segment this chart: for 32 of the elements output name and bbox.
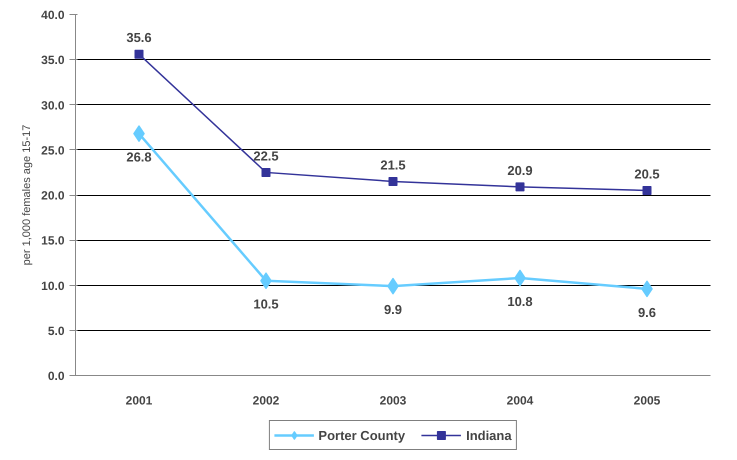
data-label: 20.5 bbox=[634, 166, 660, 182]
legend-label: Porter County bbox=[318, 428, 406, 442]
y-axis-title: per 1,000 females age 15-17 bbox=[21, 124, 34, 266]
data-label: 35.6 bbox=[126, 30, 152, 46]
data-label: 10.8 bbox=[507, 294, 533, 310]
y-tick-label: 20.0 bbox=[41, 188, 65, 202]
y-tick-label: 40.0 bbox=[41, 8, 65, 22]
y-tick-label: 10.0 bbox=[41, 278, 65, 293]
data-label: 9.9 bbox=[384, 302, 402, 318]
x-tick-label: 2004 bbox=[506, 394, 534, 408]
legend-label: Indiana bbox=[466, 428, 512, 442]
data-label: 9.6 bbox=[638, 304, 656, 320]
y-tick-label: 15.0 bbox=[41, 234, 65, 248]
point bbox=[262, 168, 270, 177]
point bbox=[134, 50, 144, 59]
data-label: 10.5 bbox=[253, 296, 279, 312]
y-tick-label: 0.0 bbox=[48, 369, 65, 383]
y-tick-label: 5.0 bbox=[48, 324, 65, 338]
x-tick-label: 2001 bbox=[126, 394, 153, 408]
data-label: 26.8 bbox=[126, 150, 152, 165]
y-tick-label: 30.0 bbox=[41, 98, 65, 112]
point bbox=[388, 176, 398, 186]
x-tick-label: 2002 bbox=[252, 394, 280, 408]
point bbox=[516, 182, 524, 192]
x-tick-label: 2005 bbox=[634, 394, 661, 408]
data-label: 22.5 bbox=[253, 148, 279, 164]
y-tick-label: 35.0 bbox=[41, 53, 65, 68]
data-label: 21.5 bbox=[380, 157, 406, 172]
y-tick-label: 25.0 bbox=[41, 143, 65, 158]
data-label: 20.9 bbox=[507, 162, 533, 178]
x-tick-label: 2003 bbox=[380, 394, 407, 408]
point bbox=[642, 186, 652, 195]
